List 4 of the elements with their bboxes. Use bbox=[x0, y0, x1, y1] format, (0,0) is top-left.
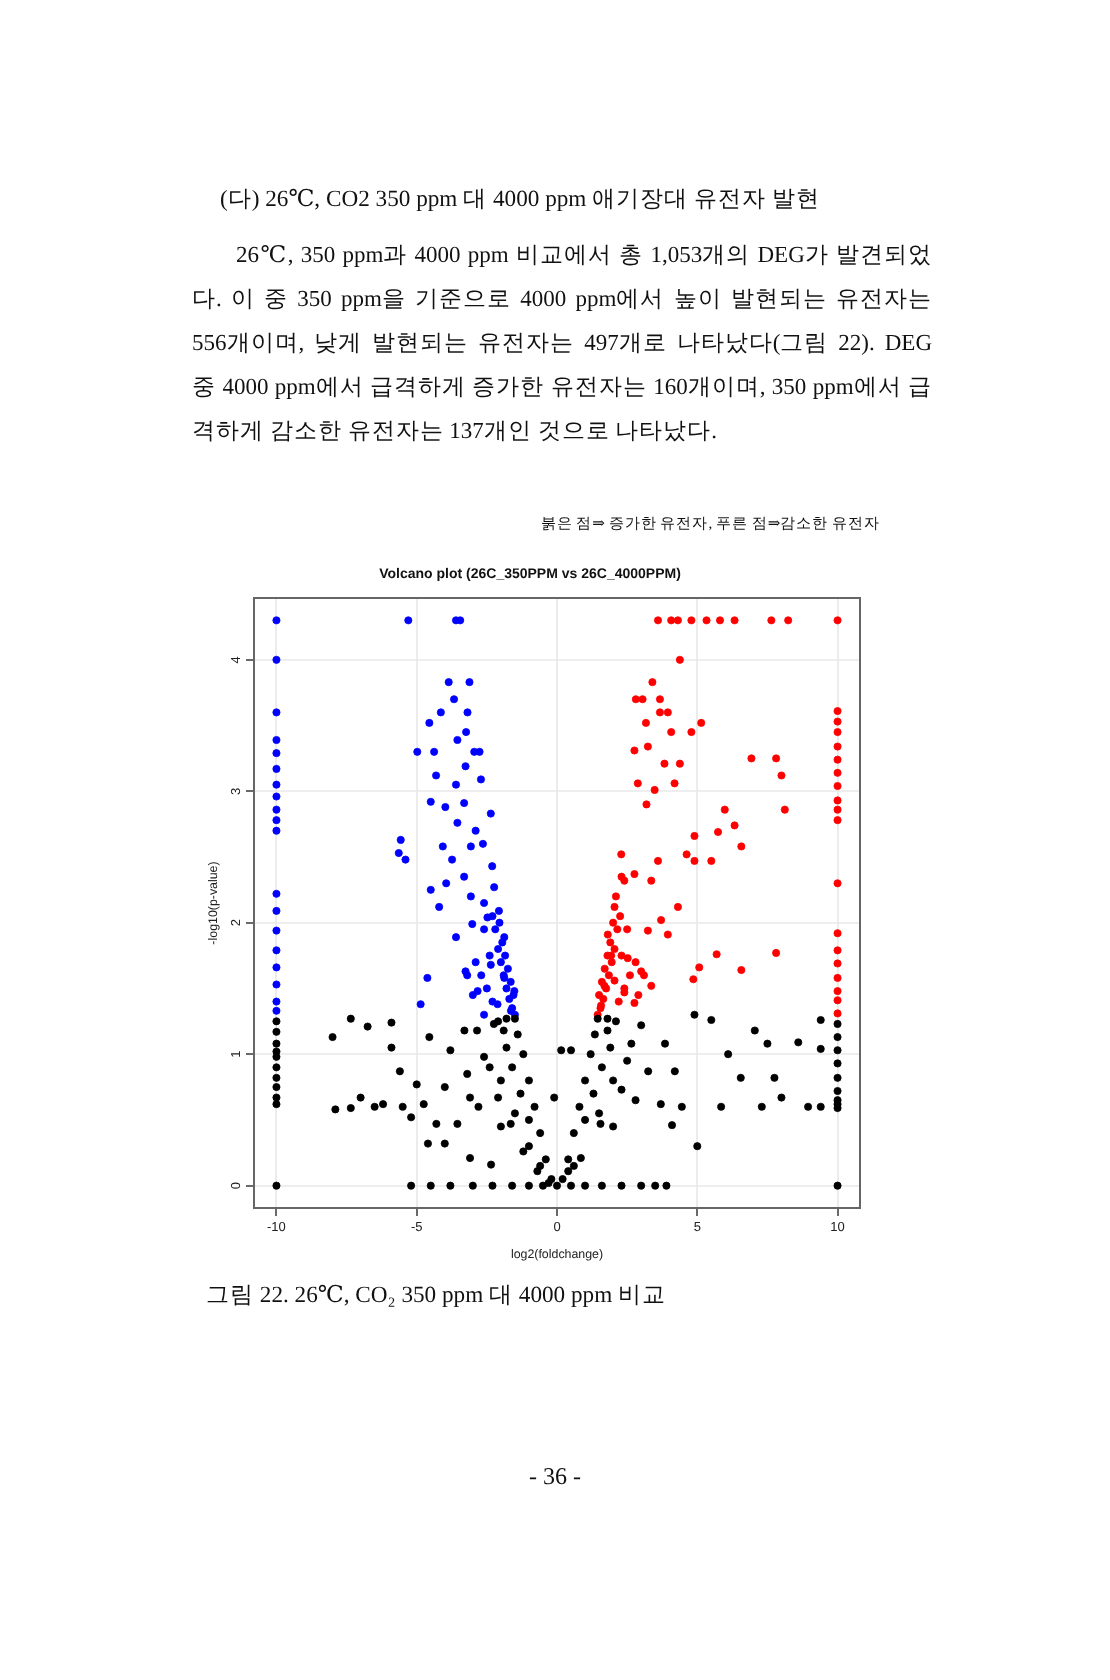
caption: 그림 22. 26℃, CO₂ 350 ppm 대 4000 ppm 비교 bbox=[206, 1280, 666, 1310]
text: (다) 26℃, CO2 350 ppm 대 4000 ppm 애기장대 유전자 발현 bbox=[220, 184, 820, 214]
text: 26℃, 350 ppm과 4000 ppm 비교에서 총 1,053개의 DEG가 발견되었다. 이 중 350 ppm을 기준으로 4000 ppm에서 높이 발현되는 유전자는 556개이며, 낮게 발현되는 유전자는 497개로 나타났다(그림 22). DEG 중 4000 ppm에서 급격하게 증가한 유전자는 160개이며, 350 ppm에서 급격하게 감소한 유전자는 137개인 것으로 나타났다. bbox=[192, 242, 932, 448]
text: - 36 - bbox=[527, 1462, 583, 1492]
